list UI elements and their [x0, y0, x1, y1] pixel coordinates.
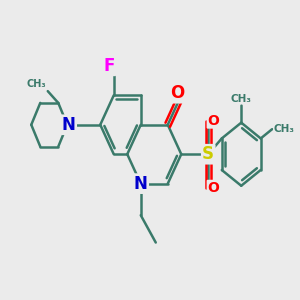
Text: S: S — [202, 145, 214, 163]
Text: CH₃: CH₃ — [27, 79, 46, 89]
Text: N: N — [134, 175, 148, 193]
Text: O: O — [208, 181, 220, 195]
Text: CH₃: CH₃ — [231, 94, 252, 104]
Text: F: F — [103, 57, 115, 75]
Text: N: N — [62, 116, 76, 134]
Text: CH₃: CH₃ — [274, 124, 295, 134]
Text: O: O — [208, 114, 220, 128]
Text: O: O — [169, 84, 184, 102]
